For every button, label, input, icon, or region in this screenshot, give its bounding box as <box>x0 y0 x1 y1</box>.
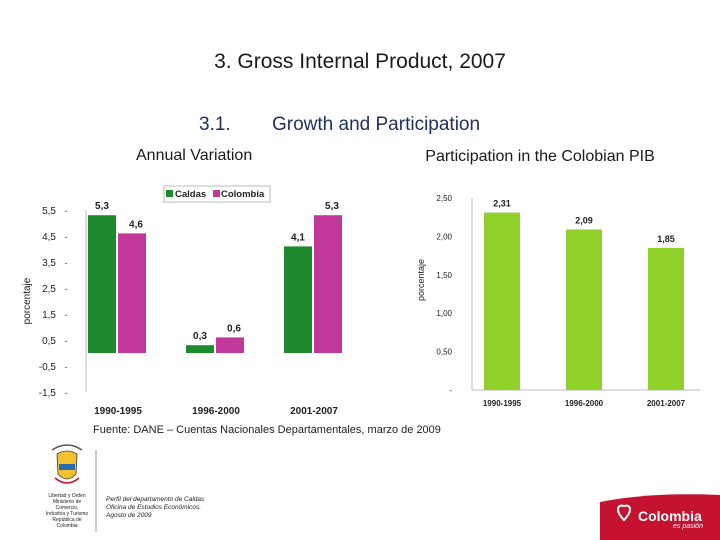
data-label-caldas: 0,3 <box>193 331 207 342</box>
bar-participation-1990-1995 <box>484 212 520 390</box>
crest-caption-line: Industria y Turismo <box>45 511 89 517</box>
y-tick-label: - <box>449 386 452 395</box>
footer-line: Agosto de 2009 <box>106 512 152 519</box>
colombia-logo: Colombia <box>638 508 702 524</box>
slide-title: 3. Gross Internal Product, 2007 <box>214 50 506 73</box>
y-tick-mark: - <box>65 284 68 294</box>
y-tick-mark: - <box>65 310 68 320</box>
crest-caption: Libertad y Orden Ministerio de Comercio,… <box>42 493 92 529</box>
y-tick-label: 0,5 <box>42 336 56 347</box>
legend-label-colombia: Colombia <box>221 189 265 200</box>
participation-chart: 2,50 2,00 1,50 1,00 0,50 - porcentaje 2,31 1990-… <box>416 194 700 408</box>
data-label: 2,31 <box>493 199 511 209</box>
bar-participation-2001-2007 <box>648 247 684 390</box>
legend-swatch-colombia <box>213 190 220 197</box>
y-tick-mark: - <box>65 388 68 398</box>
legend-swatch-caldas <box>166 190 173 197</box>
legend-label-caldas: Caldas <box>175 189 206 200</box>
data-label-colombia: 0,6 <box>227 323 241 334</box>
x-tick-label: 2001-2007 <box>290 406 338 417</box>
y-tick-label: -1,5 <box>39 388 57 399</box>
y-tick-label: 5,5 <box>42 206 56 217</box>
y-tick-label: 4,5 <box>42 232 56 243</box>
bar-caldas-1996-2000 <box>186 345 214 353</box>
right-chart-heading: Participation in the Colobian PIB <box>425 148 655 165</box>
y-tick-label: 1,5 <box>42 310 56 321</box>
y-tick-label: 3,5 <box>42 258 56 269</box>
bar-colombia-1990-1995 <box>118 233 146 353</box>
crest-caption-line: Ministerio de Comercio, <box>52 499 82 511</box>
brand-band <box>600 494 720 540</box>
y-tick-label: 2,50 <box>436 194 452 203</box>
footer-decoration <box>51 444 720 540</box>
bar-colombia-1996-2000 <box>216 337 244 353</box>
footer: Libertad y Orden Ministerio de Comercio,… <box>0 440 720 540</box>
x-tick-label: 1996-2000 <box>565 399 604 408</box>
crest-caption-line: República de Colombia <box>52 517 82 529</box>
x-tick-label: 1990-1995 <box>483 399 522 408</box>
bar-colombia-2001-2007 <box>314 215 342 353</box>
bar-caldas-1990-1995 <box>88 215 116 353</box>
data-label: 1,85 <box>657 234 675 244</box>
x-tick-label: 1990-1995 <box>94 406 142 417</box>
crest-caption-line: Libertad y Orden <box>48 493 86 499</box>
left-chart-heading: Annual Variation <box>136 147 253 164</box>
bar-participation-1996-2000 <box>566 229 602 390</box>
data-label-colombia: 4,6 <box>129 219 143 230</box>
y-axis-label: porcentaje <box>22 277 33 324</box>
subtitle-text: Growth and Participation <box>272 114 481 135</box>
annual-variation-chart: 5,5 -4,5 -3,5 -2,5 -1,5 -0,5 --0,5 --1,5 -porcen… <box>22 185 342 417</box>
data-label: 2,09 <box>575 215 593 225</box>
y-tick-label: 1,50 <box>436 271 452 280</box>
footer-note: Perfil del departamento de Caldas Oficin… <box>106 496 204 520</box>
source-note: Fuente: DANE – Cuentas Nacionales Depart… <box>93 424 441 436</box>
y-tick-mark: - <box>65 232 68 242</box>
y-tick-mark: - <box>65 362 68 372</box>
bar-caldas-2001-2007 <box>284 246 312 353</box>
y-tick-mark: - <box>65 336 68 346</box>
x-tick-label: 2001-2007 <box>647 399 686 408</box>
footer-line: Perfil del departamento de Caldas <box>106 496 205 503</box>
y-tick-label: 1,00 <box>436 309 452 318</box>
x-tick-label: 1996-2000 <box>192 406 240 417</box>
subtitle-number: 3.1. <box>199 114 231 135</box>
y-tick-label: 0,50 <box>436 348 452 357</box>
colombia-tagline: es pasión <box>673 523 703 530</box>
coat-of-arms-icon <box>51 444 83 484</box>
footer-line: Oficina de Estudios Económicos. <box>106 504 202 511</box>
y-tick-label: -0,5 <box>39 362 57 373</box>
y-tick-label: 2,00 <box>436 232 452 241</box>
data-label-caldas: 4,1 <box>291 232 305 243</box>
heart-icon <box>617 504 631 522</box>
data-label-caldas: 5,3 <box>95 201 109 212</box>
y-tick-mark: - <box>65 258 68 268</box>
y-tick-mark: - <box>65 206 68 216</box>
y-tick-label: 2,5 <box>42 284 56 295</box>
y-axis-label: porcentaje <box>416 259 426 301</box>
legend: Caldas Colombia <box>163 185 271 203</box>
data-label-colombia: 5,3 <box>325 201 339 212</box>
